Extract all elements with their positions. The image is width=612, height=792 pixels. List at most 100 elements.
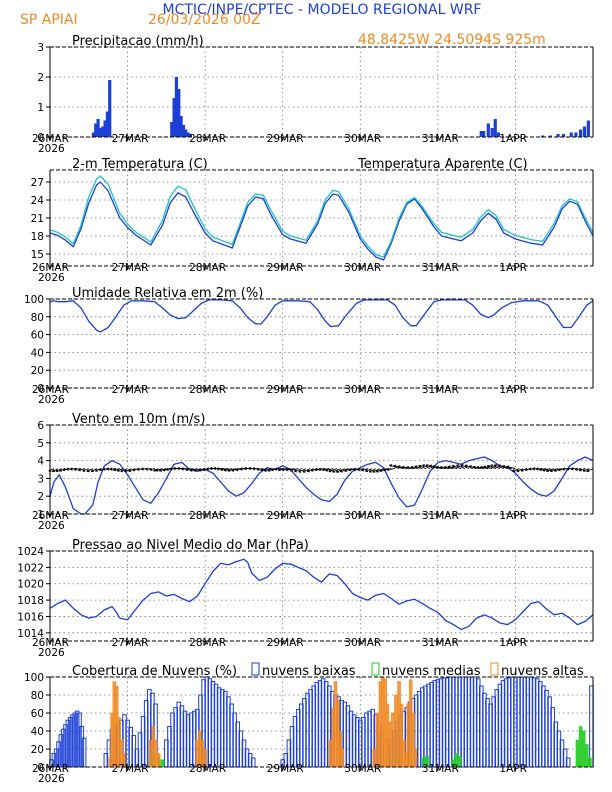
- cloud-cover-x-tick-label: 30MAR: [344, 763, 381, 775]
- wind-arrow: [480, 466, 489, 470]
- pressure-x-tick-label: 26MAR: [32, 637, 69, 649]
- model-run-date: 26/03/2026 00Z: [148, 12, 261, 28]
- wind-arrow-head: [344, 468, 348, 472]
- wind-arrow-head: [570, 467, 574, 471]
- wind-arrow-head: [102, 467, 106, 471]
- humidity-panel: Umidade Relativa em 2m (%) 0 20 40 60 80 100 2…: [24, 286, 594, 406]
- medium-cloud-bar: [425, 755, 429, 768]
- humidity-y-tick-label: 20: [31, 365, 44, 377]
- wind-arrow: [155, 468, 163, 472]
- wind-x-tick-label: 27MAR: [112, 510, 149, 522]
- high-cloud-bar: [391, 712, 395, 768]
- wind-arrow-head: [277, 467, 281, 472]
- wind-x-tick-label: 28MAR: [189, 510, 226, 522]
- wind-arrow-head: [425, 464, 429, 468]
- wind-arrow: [124, 468, 132, 472]
- wind-arrow-head: [113, 468, 117, 472]
- precipitation-bar: [493, 119, 497, 137]
- wind-arrow-head: [293, 469, 297, 473]
- wind-arrow-head: [332, 469, 336, 473]
- cloud-cover-y-tick-label: 40: [31, 726, 44, 738]
- high-cloud-bar: [375, 712, 380, 768]
- wind-arrow-head: [267, 468, 271, 472]
- wind-y-tick-label: 3: [37, 473, 44, 485]
- pressure-y-tick-label: 1020: [17, 579, 44, 591]
- wind-arrow: [365, 468, 373, 472]
- wind-arrow: [422, 464, 431, 470]
- wind-arrow-head: [141, 467, 144, 471]
- wind-arrow-head: [422, 464, 426, 468]
- wind-arrow-head: [472, 465, 476, 469]
- precipitation-bar: [578, 129, 583, 137]
- wind-arrow: [78, 468, 86, 471]
- wind-arrow-head: [375, 469, 379, 473]
- wind-arrow-head: [397, 465, 401, 469]
- wind-arrow-head: [439, 465, 443, 470]
- humidity-x-tick-label: 30MAR: [344, 384, 381, 396]
- pressure-y-tick-label: 1018: [17, 595, 44, 607]
- low-clouds-legend-swatch: [251, 662, 260, 676]
- precipitation-bar: [170, 122, 174, 137]
- wind-arrow: [443, 466, 454, 470]
- pressure-x-tick-label: 30MAR: [344, 637, 381, 649]
- pressure-x-tick-label: 27MAR: [112, 637, 149, 649]
- station-name: SP APIAI: [20, 12, 78, 28]
- chart-main-title: MCTIC/INPE/CPTEC - MODELO REGIONAL WRF: [163, 2, 482, 18]
- low-cloud-bar: [81, 737, 87, 768]
- wind-arrow-head: [389, 464, 393, 468]
- precipitation-bar: [586, 120, 590, 137]
- cloud-cover-x-tick-label: 29MAR: [267, 763, 304, 775]
- wind-arrow-head: [94, 468, 98, 472]
- wind-arrow-head: [306, 469, 310, 473]
- wind-arrow-head: [335, 469, 339, 473]
- wind-arrow-head: [206, 467, 209, 471]
- wind-arrow-head: [361, 468, 365, 472]
- wind-arrow-head: [542, 468, 546, 472]
- humidity-y-tick-label: 100: [24, 294, 44, 306]
- wind-arrow-head: [223, 468, 227, 472]
- wind-arrow-head: [493, 464, 497, 468]
- wind-arrow-head: [393, 464, 397, 468]
- wind-arrow-head: [173, 466, 176, 471]
- wind-arrow: [227, 468, 237, 472]
- high-cloud-bar: [156, 753, 161, 768]
- wind-arrow-head: [202, 467, 206, 472]
- wind-arrow: [361, 468, 369, 471]
- wind-arrow-head: [535, 467, 539, 471]
- wind-arrow: [542, 468, 551, 472]
- wind-arrow-head: [155, 468, 159, 472]
- wind-arrow-head: [159, 468, 162, 472]
- high-cloud-bar: [387, 721, 392, 768]
- low-clouds-legend-label: nuvens baixas: [262, 664, 356, 679]
- wind-arrow-head: [235, 468, 239, 472]
- wind-arrow-head: [109, 467, 113, 471]
- wind-arrow: [372, 468, 380, 473]
- temperature-title: 2-m Temperatura (C): [72, 157, 208, 172]
- temperature-x-tick-label: 28MAR: [189, 262, 226, 274]
- temperature-x-tick-label: 26MAR: [32, 262, 69, 274]
- wind-arrow-head: [352, 467, 356, 472]
- precipitation-bar: [569, 132, 573, 137]
- wind-arrow-head: [270, 468, 274, 472]
- humidity-year-label: 2026: [38, 394, 65, 406]
- temperature-series-apparent-line: [49, 175, 594, 258]
- wind-arrow-head: [149, 467, 153, 472]
- wind-arrow-head: [539, 467, 542, 472]
- wind-arrow-head: [365, 468, 369, 473]
- wind-x-tick-label: 26MAR: [32, 510, 69, 522]
- wind-arrow-head: [285, 468, 289, 472]
- wind-x-tick-label: 29MAR: [267, 510, 304, 522]
- humidity-series-line: [49, 299, 594, 333]
- precipitation-y-tick-label: 1: [37, 102, 44, 114]
- low-cloud-bar: [79, 726, 85, 768]
- wind-arrow-head: [189, 468, 193, 472]
- wind-arrow: [549, 468, 559, 472]
- pressure-y-tick-label: 1022: [17, 562, 44, 574]
- precipitation-y-tick-label: 2: [37, 72, 44, 84]
- wind-arrow-head: [177, 466, 180, 471]
- pressure-x-tick-label: 29MAR: [267, 637, 304, 649]
- precipitation-x-tick-label: 30MAR: [344, 133, 381, 145]
- temperature-y-tick-label: 24: [31, 195, 45, 207]
- wind-arrow-head: [520, 468, 524, 472]
- wind-arrow-head: [124, 469, 128, 473]
